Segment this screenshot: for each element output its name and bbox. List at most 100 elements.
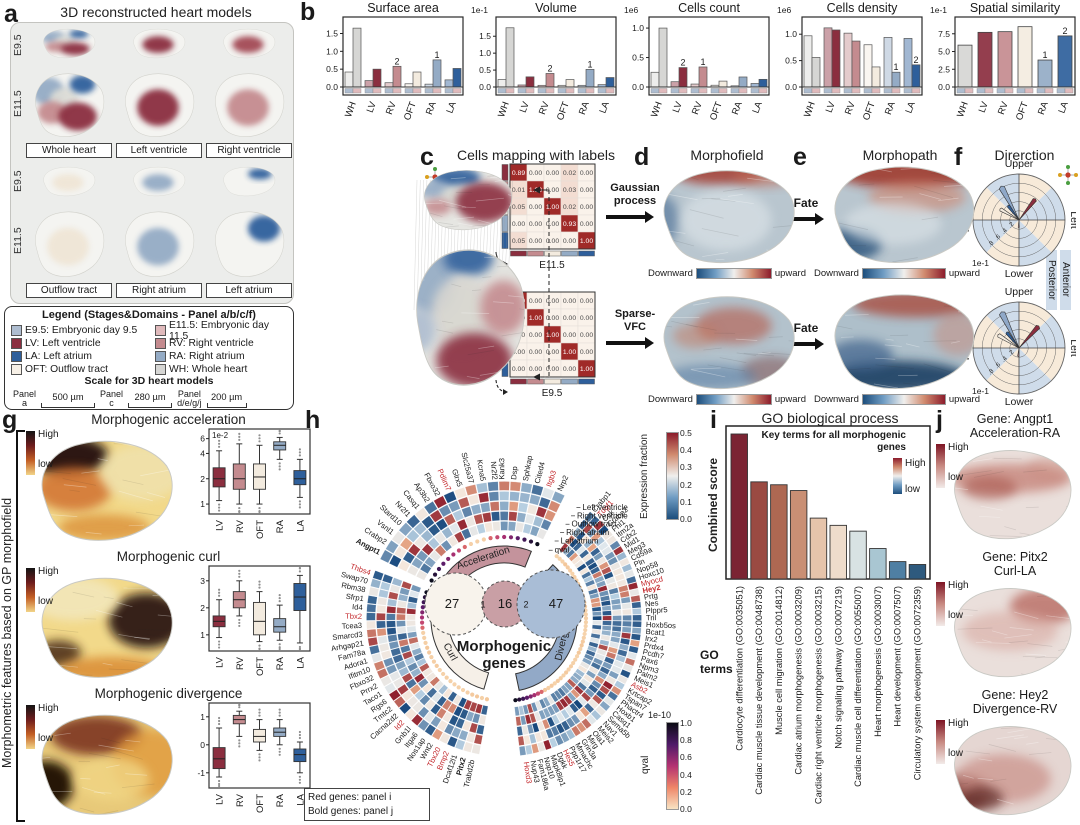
outlier xyxy=(258,759,261,762)
outlier xyxy=(258,708,261,711)
caption-left-ventricle: Left ventricle xyxy=(116,143,202,158)
qval-dot xyxy=(555,678,560,683)
heatmap-cell xyxy=(622,614,632,621)
heatmap-cell xyxy=(577,664,588,674)
y-tick-label: 6 xyxy=(200,434,205,444)
gene-label-Prdx4: Prdx4 xyxy=(643,640,664,652)
heatmap-cell xyxy=(376,620,386,629)
panel-g-side-label: Morphometric features based on GP morpho… xyxy=(0,497,14,768)
heatmap-cell xyxy=(401,689,414,702)
heatmap-cell xyxy=(619,590,630,599)
stage-strip-e9 xyxy=(497,88,507,94)
stage-strip-e11 xyxy=(432,88,442,94)
heatmap-cell xyxy=(366,603,377,613)
heart-model-cell xyxy=(208,69,288,144)
mapping-line xyxy=(413,179,418,311)
outlier xyxy=(278,597,281,600)
cbar-low: low xyxy=(38,596,54,607)
gene-label-Irx2: Irx2 xyxy=(644,634,658,645)
stage-strip-e11 xyxy=(851,88,861,94)
heatmap-cell xyxy=(398,702,412,715)
heatmap-cell xyxy=(387,634,398,643)
heatmap-cell xyxy=(595,556,607,566)
legend-chip xyxy=(155,351,166,362)
heatmap-cell xyxy=(600,566,612,576)
heatmap-cell xyxy=(607,556,619,566)
axis-scale-label: 1e-1 xyxy=(471,5,488,15)
heatmap-cell xyxy=(429,509,443,523)
go-bar-8 xyxy=(888,561,907,580)
heatmap-cell xyxy=(446,735,458,748)
heatmap-cell xyxy=(371,652,383,664)
heatmap-cell xyxy=(597,585,608,593)
heatmap-cell xyxy=(391,577,403,587)
heatmap-cell xyxy=(599,639,610,647)
heatmap-cell xyxy=(386,605,397,614)
heatmap-cell xyxy=(454,738,466,751)
go-term-label: Cardiac muscle tissue development (GO:00… xyxy=(754,586,764,795)
heatmap-cell xyxy=(538,496,551,509)
polar-scale: 1e-1 xyxy=(972,258,989,268)
go-bar-7 xyxy=(869,548,887,580)
outlier xyxy=(238,438,241,441)
x-tick-label: RV xyxy=(843,100,858,117)
j-title-2: Gene: Pitx2 Curl-LA xyxy=(952,550,1078,579)
bar-LV xyxy=(977,31,993,88)
x-tick-label: RA xyxy=(883,100,898,117)
heatmap-cell xyxy=(604,551,616,561)
heatmap-cell xyxy=(390,647,402,657)
gene-label-Bcat1: Bcat1 xyxy=(645,627,665,638)
scale-panel-label: Panel d/e/g/j xyxy=(177,389,202,408)
heatmap-cell xyxy=(474,703,483,714)
legend-chip xyxy=(11,338,22,349)
row-strip xyxy=(501,232,509,249)
heatmap-cell xyxy=(559,542,569,553)
outlier xyxy=(298,775,301,778)
qval-dot xyxy=(573,657,578,662)
heatmap-cell xyxy=(386,613,396,621)
matrix-cell-value: 0.00 xyxy=(529,204,542,211)
gene-colorbar: High low xyxy=(936,580,976,632)
polar-sector xyxy=(1019,302,1052,348)
heatmap-cell xyxy=(461,506,473,518)
stage-strip-e11 xyxy=(525,88,535,94)
x-tick-label: LV xyxy=(824,100,838,115)
heatmap-cell xyxy=(457,696,468,708)
y-tick-label: -1 xyxy=(197,768,205,778)
ring-label-1: Right ventricle xyxy=(577,511,628,520)
matrix-cell-value: 1.00 xyxy=(529,315,542,322)
heatmap-cell xyxy=(587,645,598,653)
heatmap-cell xyxy=(522,523,533,535)
heatmap-cell xyxy=(584,557,596,567)
box-chart-curl_box: 1 2 3 LV RV OFT RA LA xyxy=(184,561,312,692)
heatmap-cell xyxy=(507,521,517,532)
outlier xyxy=(298,566,301,570)
heatmap-cell xyxy=(447,702,458,714)
outlier xyxy=(218,439,221,442)
qval-dot xyxy=(521,696,526,701)
outlier xyxy=(258,644,261,647)
outlier xyxy=(258,753,261,756)
heatmap-cell xyxy=(404,708,418,721)
direction-bar xyxy=(1018,325,1041,349)
matrix-cell-value: 0.03 xyxy=(563,187,576,194)
flow-scale-right: upward xyxy=(948,394,980,405)
gene-colorbar: High low xyxy=(936,442,976,494)
heatmap-cell xyxy=(429,676,441,687)
flow-scale-left: Downward xyxy=(814,394,859,405)
x-tick-label: LV xyxy=(365,100,379,115)
outlier xyxy=(278,646,281,649)
matrix-col-axis: E11.5 xyxy=(539,260,565,271)
qval-dot xyxy=(557,556,562,561)
morphometric-heart-0 xyxy=(28,434,180,549)
heatmap-cell xyxy=(545,727,555,739)
stage-strip-e11 xyxy=(1064,88,1074,94)
outlier xyxy=(238,506,241,510)
note-bold-genes: Bold genes: panel j xyxy=(308,805,394,817)
heatmap-cell xyxy=(584,579,596,588)
heatmap-cell xyxy=(528,494,541,506)
stage-strip-e9 xyxy=(843,88,853,94)
qval-dot xyxy=(566,667,571,672)
heatmap-cell xyxy=(584,511,595,523)
qval-dot xyxy=(456,685,461,690)
